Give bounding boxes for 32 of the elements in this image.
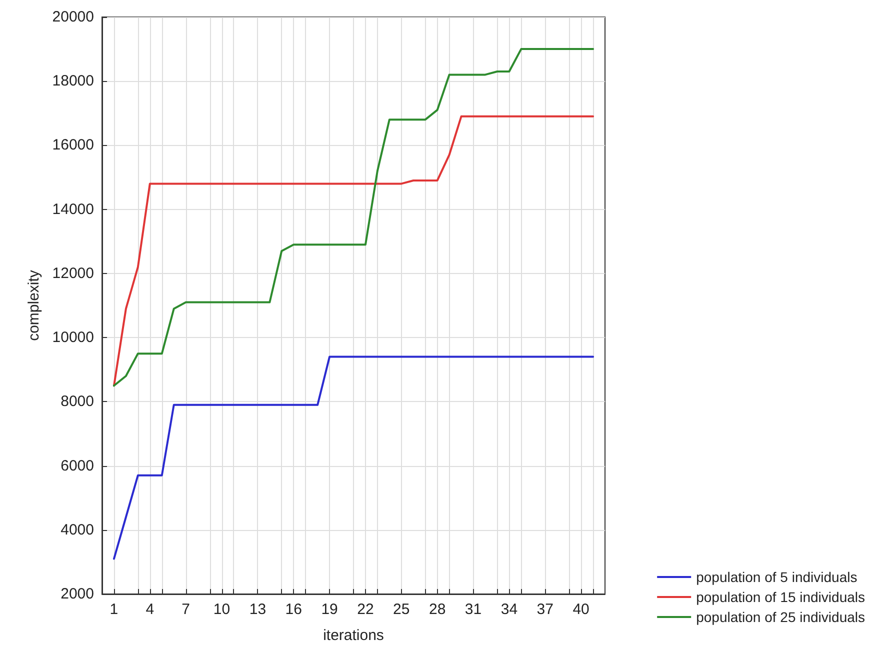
x-tick-label: 16 [285,601,302,618]
line-series [112,48,594,387]
x-tick-label: 25 [393,601,410,618]
legend-label: population of 5 individuals [696,569,858,585]
y-tick-label: 20000 [52,8,94,26]
y-tick-label: 18000 [52,72,94,90]
legend-label: population of 15 individuals [696,589,866,605]
y-tick-label: 12000 [52,264,94,282]
y-tick-label: 10000 [52,329,94,346]
x-tick-label: 7 [182,601,190,618]
legend-label: population of 25 individuals [696,609,866,625]
x-tick-label: 28 [428,601,446,618]
x-tick-label: 22 [357,601,374,618]
x-tick-label: 34 [500,601,518,618]
y-tick-label: 4000 [60,521,94,538]
x-tick-label: 31 [464,601,482,618]
line-series [112,115,594,387]
x-tick-label: 4 [146,601,154,618]
x-tick-label: 13 [249,601,266,618]
y-tick-label: 16000 [52,136,94,154]
y-tick-label: 6000 [60,457,94,474]
x-axis-title: iterations [323,627,384,644]
y-tick-label: 14000 [52,200,94,218]
line-series [112,356,594,560]
x-tick-label: 37 [536,601,554,618]
y-tick-label: 2000 [60,586,94,602]
x-tick-label: 1 [110,601,118,618]
x-tick-label: 19 [321,601,338,618]
x-tick-label: 40 [572,601,590,618]
x-tick-label: 10 [213,601,230,618]
y-tick-label: 8000 [60,393,94,410]
y-axis-title: complexity [25,270,42,341]
